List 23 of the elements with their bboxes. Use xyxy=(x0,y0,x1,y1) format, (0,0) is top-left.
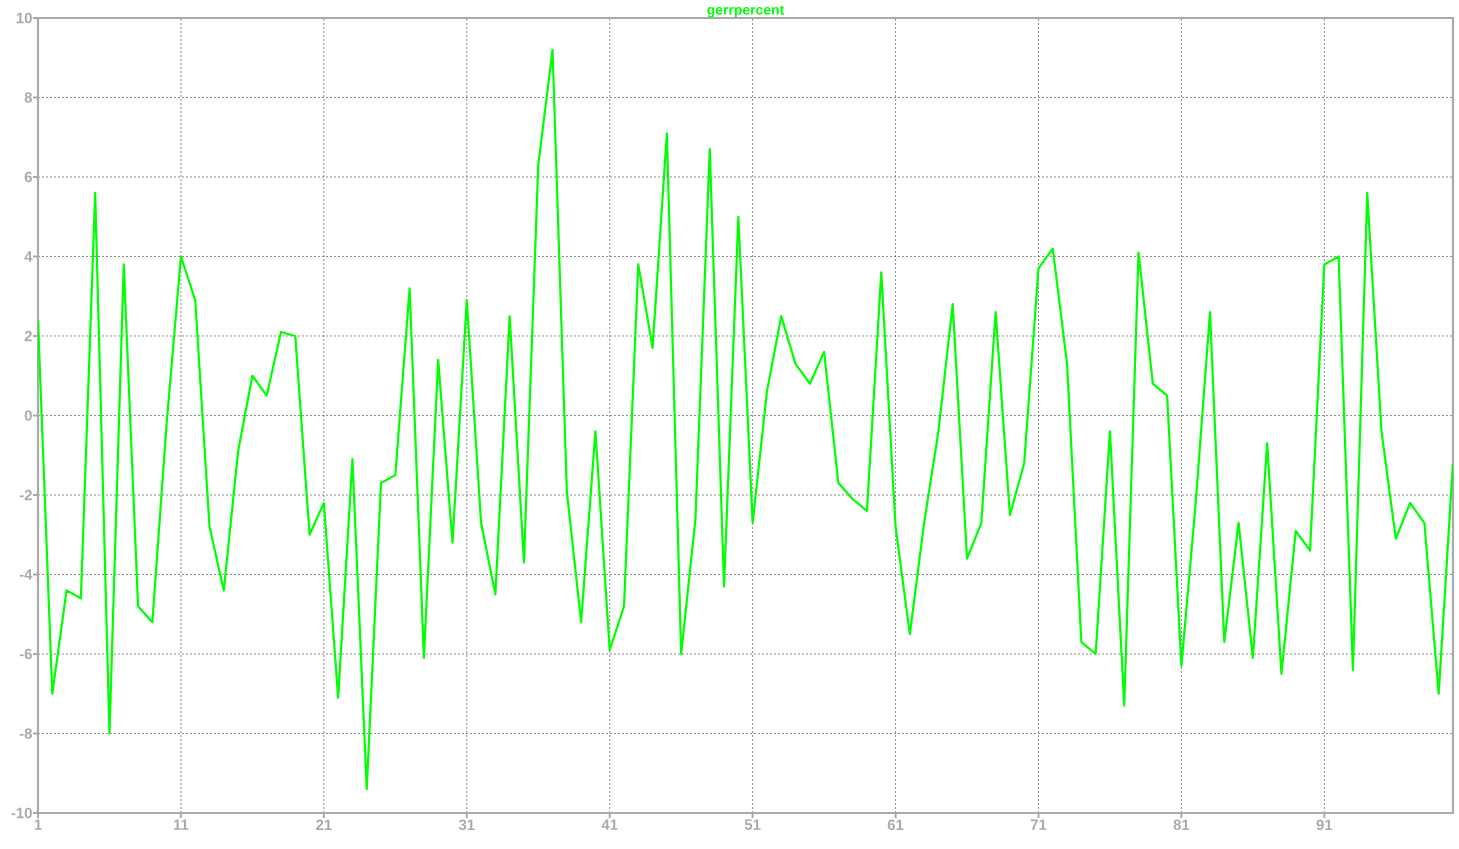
y-tick-label: 4 xyxy=(24,251,33,262)
x-tick-label: 91 xyxy=(1316,819,1333,831)
y-tick-label: -10 xyxy=(11,807,32,819)
y-tick-label: 2 xyxy=(24,330,32,342)
line-series xyxy=(38,48,1453,791)
y-tick-label: -2 xyxy=(19,489,32,501)
chart-title: gerrpercent xyxy=(707,5,785,18)
x-tick-label: 11 xyxy=(173,819,189,830)
y-tick-label: 8 xyxy=(24,92,33,103)
x-tick-label: 71 xyxy=(1030,819,1047,830)
y-tick-label: 6 xyxy=(24,171,32,183)
x-tick-label: 81 xyxy=(1173,819,1190,831)
x-tick-label: 21 xyxy=(316,819,332,830)
x-tick-label: 61 xyxy=(887,819,904,831)
x-tick-label: 41 xyxy=(601,819,618,830)
y-tick-label: -6 xyxy=(19,648,32,660)
y-tick-label: -8 xyxy=(19,728,33,739)
x-tick-label: 51 xyxy=(744,819,761,830)
y-tick-label: 10 xyxy=(16,12,32,24)
x-tick-label: 31 xyxy=(458,819,475,831)
y-tick-label: 0 xyxy=(24,410,32,421)
x-tick-label: 1 xyxy=(34,819,42,830)
y-tick-label: -4 xyxy=(19,569,33,580)
